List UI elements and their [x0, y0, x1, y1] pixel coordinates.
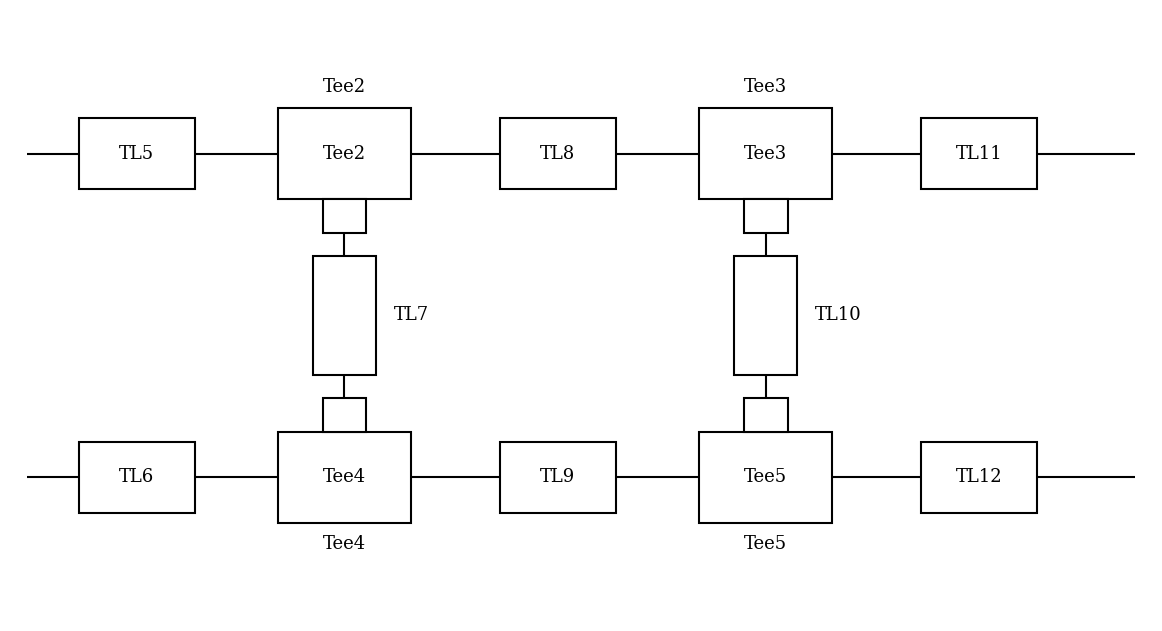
- Bar: [700, 109, 832, 199]
- Text: Tee5: Tee5: [744, 468, 787, 487]
- Text: Tee5: Tee5: [744, 535, 787, 553]
- Bar: [921, 442, 1037, 513]
- Text: Tee4: Tee4: [323, 468, 366, 487]
- Text: TL10: TL10: [815, 307, 861, 324]
- Bar: [700, 432, 832, 522]
- Bar: [278, 109, 411, 199]
- Bar: [313, 256, 376, 375]
- Bar: [501, 442, 616, 513]
- Bar: [323, 398, 366, 432]
- Text: TL8: TL8: [540, 144, 575, 163]
- Bar: [323, 199, 366, 233]
- Text: TL12: TL12: [955, 468, 1003, 487]
- Bar: [734, 256, 797, 375]
- Text: Tee3: Tee3: [744, 78, 787, 96]
- Bar: [79, 118, 194, 189]
- Text: TL6: TL6: [120, 468, 155, 487]
- Text: Tee2: Tee2: [323, 78, 366, 96]
- Bar: [744, 398, 788, 432]
- Text: Tee2: Tee2: [323, 144, 366, 163]
- Text: TL7: TL7: [394, 307, 429, 324]
- Text: Tee3: Tee3: [744, 144, 787, 163]
- Bar: [501, 118, 616, 189]
- Bar: [278, 432, 411, 522]
- Bar: [744, 199, 788, 233]
- Text: TL5: TL5: [120, 144, 155, 163]
- Text: Tee4: Tee4: [323, 535, 366, 553]
- Text: TL11: TL11: [955, 144, 1003, 163]
- Bar: [79, 442, 194, 513]
- Bar: [921, 118, 1037, 189]
- Text: TL9: TL9: [540, 468, 575, 487]
